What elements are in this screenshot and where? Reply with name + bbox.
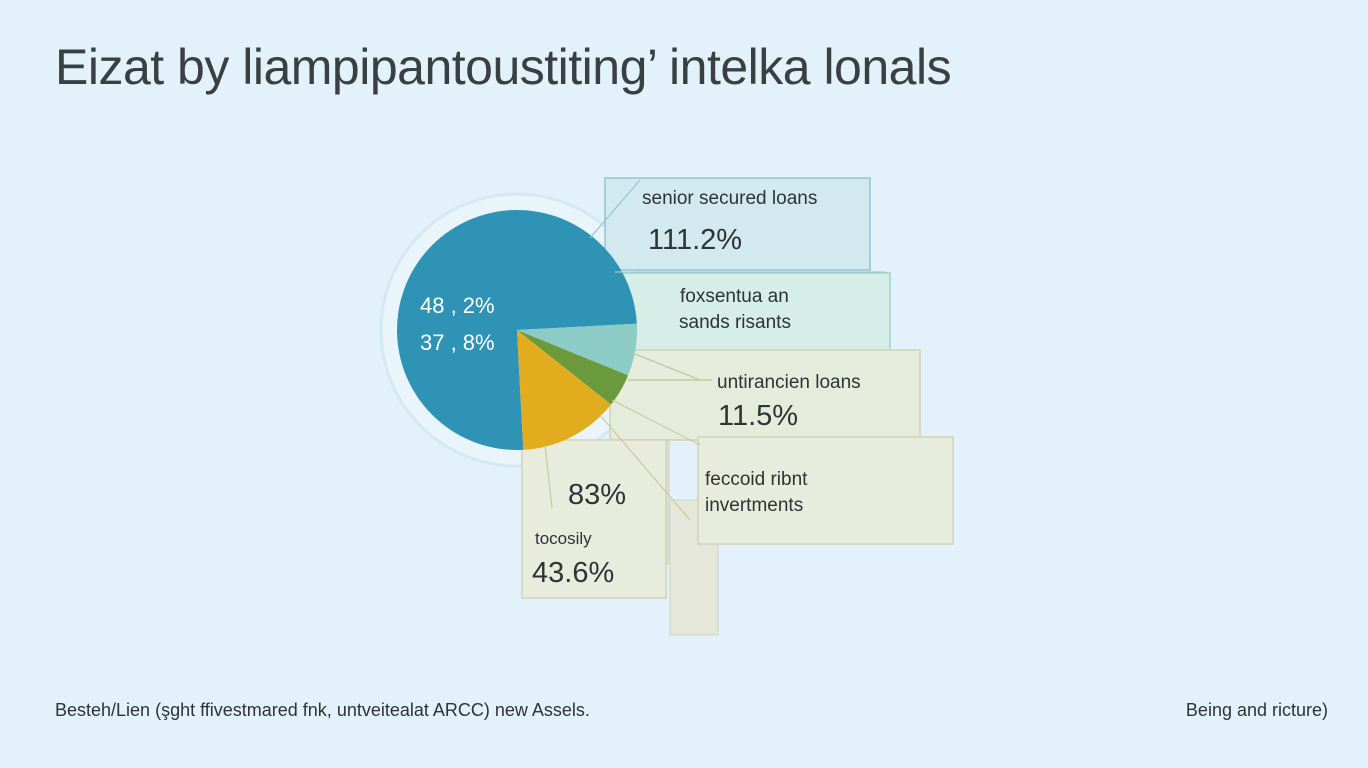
leader-line-6 [599, 414, 691, 521]
pie-slice-0 [397, 210, 637, 450]
pie-slice-3 [517, 330, 612, 450]
callout-value-senior-secured: 111.2% [648, 224, 742, 256]
callout-value-tocosily: 43.6% [532, 557, 614, 589]
callout-box-tocosily [521, 439, 667, 599]
callout-label-foxsentua-1: foxsentua an [680, 286, 789, 307]
pie-slices [397, 210, 637, 450]
callout-box-senior-secured [604, 177, 871, 271]
callout-label-tocosily: tocosily [535, 529, 592, 548]
chart-title: Eizat by liampipantoustiting’ intelka lo… [55, 39, 952, 95]
callout-label-feccoid-2: invertments [705, 495, 803, 516]
callout-value-untirancien: 11.5% [718, 400, 798, 432]
callout-label-feccoid-1: feccoid ribnt [705, 469, 808, 490]
leader-line-3 [629, 351, 701, 381]
pie-slice-2 [517, 330, 629, 405]
center-label-2: 37 , 8% [420, 330, 495, 355]
center-label-1: 48 , 2% [420, 293, 495, 318]
leader-line-7 [544, 444, 553, 509]
callout-label-senior-secured: senior secured loans [642, 188, 817, 209]
leader-line-5 [611, 399, 701, 446]
footer-note: Besteh/Lien (şght ffivestmared fnk, untv… [55, 700, 590, 720]
callout-value-83: 83% [568, 479, 626, 511]
leader-line-1 [589, 179, 641, 239]
callout-box-feccoid [697, 436, 954, 545]
callout-label-foxsentua-2: sands risants [679, 312, 791, 333]
footer-credit: Being and ricture) [1185, 700, 1328, 720]
callout-label-untirancien: untirancien loans [717, 372, 861, 393]
pie-slice-1 [517, 323, 637, 376]
